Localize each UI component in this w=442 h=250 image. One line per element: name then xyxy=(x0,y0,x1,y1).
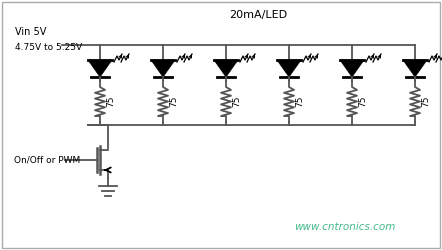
Text: 4.75V to 5.25V: 4.75V to 5.25V xyxy=(15,43,82,52)
Text: On/Off or PWM: On/Off or PWM xyxy=(14,156,80,164)
Polygon shape xyxy=(151,60,175,77)
Text: 75: 75 xyxy=(295,96,304,107)
Text: 75: 75 xyxy=(421,96,430,107)
Text: 20mA/LED: 20mA/LED xyxy=(229,10,287,20)
Text: 75: 75 xyxy=(232,96,241,107)
Polygon shape xyxy=(214,60,238,77)
Text: 75: 75 xyxy=(358,96,367,107)
Text: 75: 75 xyxy=(169,96,178,107)
Polygon shape xyxy=(88,60,112,77)
Text: Vin 5V: Vin 5V xyxy=(15,27,46,37)
Text: www.cntronics.com: www.cntronics.com xyxy=(294,222,396,232)
Polygon shape xyxy=(340,60,364,77)
Text: 75: 75 xyxy=(106,96,115,107)
Polygon shape xyxy=(277,60,301,77)
Polygon shape xyxy=(403,60,427,77)
